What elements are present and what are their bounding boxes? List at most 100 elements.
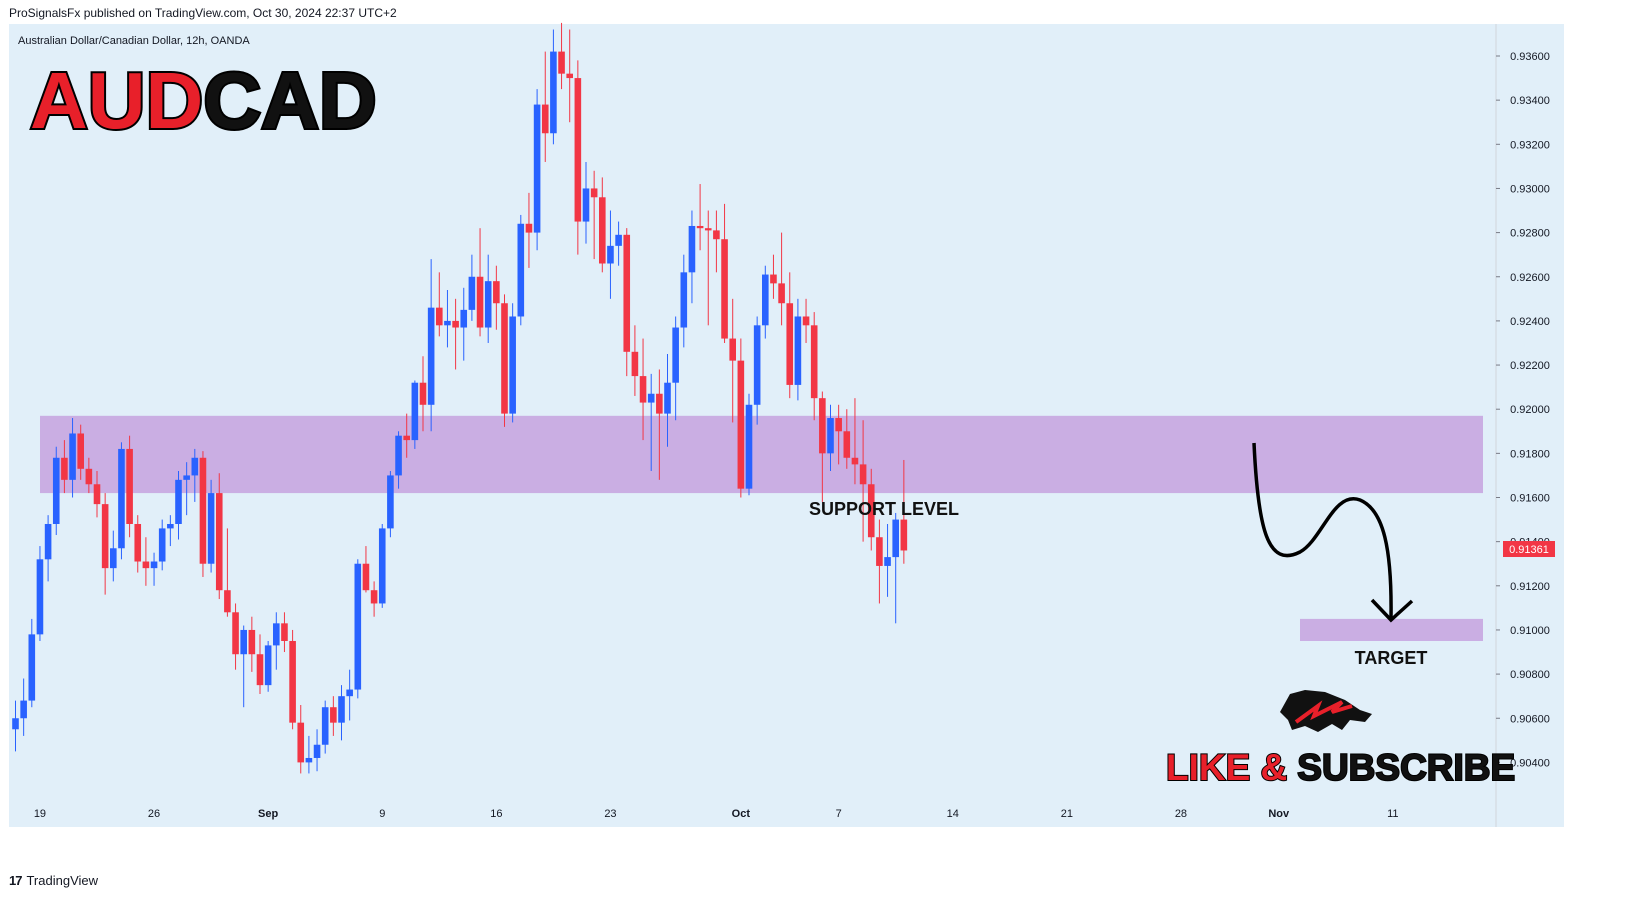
candle	[574, 60, 582, 255]
candle	[313, 729, 321, 772]
candle	[370, 581, 378, 617]
candle	[696, 184, 704, 251]
candle-body	[647, 393, 655, 403]
candle-body	[370, 590, 378, 604]
candle	[704, 210, 712, 326]
candle-body	[175, 479, 182, 524]
candle	[770, 254, 777, 299]
candle-body	[346, 689, 353, 697]
candle-body	[297, 722, 305, 763]
candle-body	[900, 519, 908, 551]
candle-body	[110, 548, 117, 569]
candle-body	[729, 338, 736, 361]
candle	[28, 618, 36, 708]
candle	[843, 409, 851, 469]
y-tick-label: 0.92200	[1510, 360, 1550, 372]
y-tick-label: 0.92000	[1510, 404, 1550, 416]
candle-body	[281, 623, 288, 641]
candle-body	[599, 197, 606, 264]
candle-body	[468, 276, 476, 310]
candle	[631, 325, 639, 396]
candle-body	[696, 225, 704, 229]
x-tick-label: 21	[1061, 808, 1073, 820]
candle	[297, 705, 305, 774]
candle	[550, 29, 557, 145]
candle-body	[28, 634, 36, 701]
candle-body	[819, 398, 826, 454]
candle-body	[721, 239, 728, 339]
candle-body	[672, 327, 679, 383]
candle	[713, 210, 720, 273]
candle	[183, 462, 190, 516]
candle	[639, 338, 647, 441]
candle-body	[134, 523, 142, 562]
candle	[835, 404, 842, 465]
candle-body	[419, 382, 427, 405]
candle-body	[656, 393, 663, 414]
candle-body	[680, 272, 688, 328]
candle-body	[77, 433, 84, 469]
candle	[753, 316, 761, 425]
candle-body	[240, 629, 247, 655]
candle	[656, 369, 663, 480]
candle-body	[199, 457, 207, 564]
candle	[501, 294, 508, 427]
candle	[688, 210, 696, 304]
candle-body	[517, 223, 525, 317]
candle	[427, 259, 435, 432]
candle-body	[509, 316, 516, 414]
candle	[20, 678, 27, 736]
candle-body	[753, 325, 761, 405]
candle-body	[52, 457, 60, 524]
candle-body	[713, 230, 720, 240]
candle	[256, 634, 264, 694]
candle	[419, 356, 427, 432]
candle	[778, 232, 785, 326]
candle	[794, 298, 802, 401]
candle-body	[452, 320, 459, 328]
y-axis-ticks: 0.93600 0.93400 0.93200 0.93000 0.92800 0.926…	[1496, 51, 1550, 769]
candle	[395, 431, 402, 489]
candle-body	[395, 435, 402, 476]
candle	[892, 512, 899, 624]
candle	[436, 272, 443, 337]
x-axis-ticks: 19 26 Sep 9 16 23 Oct 7 14 21 28 Nov 11	[34, 808, 1399, 820]
candle-body	[101, 504, 109, 569]
candle	[240, 625, 247, 708]
price-axis[interactable]	[1496, 24, 1564, 827]
candle-body	[191, 457, 199, 476]
candle	[12, 700, 19, 752]
candle-body	[273, 623, 280, 646]
candle	[175, 471, 182, 540]
candle-body	[69, 433, 76, 480]
candle	[509, 303, 516, 423]
candle-body	[460, 309, 468, 328]
candle	[517, 214, 525, 326]
y-tick-label: 0.93400	[1510, 95, 1550, 107]
candle	[484, 254, 492, 343]
candle	[44, 515, 52, 582]
y-tick-label: 0.93200	[1510, 139, 1550, 151]
title-text: AUDCAD	[30, 56, 377, 145]
candle	[762, 265, 769, 339]
tradingview-footer[interactable]: 17 TradingView	[9, 873, 98, 888]
candle-body	[207, 493, 215, 564]
candle	[647, 373, 655, 472]
candle-body	[493, 281, 500, 304]
candle-body	[558, 51, 565, 74]
y-tick-label: 0.90800	[1510, 669, 1550, 681]
candle-body	[501, 303, 508, 414]
candle-body	[387, 475, 394, 529]
candle	[321, 700, 329, 754]
candle	[802, 298, 810, 343]
candle-body	[631, 351, 639, 377]
candle	[541, 51, 549, 162]
candle	[142, 537, 150, 586]
x-tick-label: 16	[490, 808, 502, 820]
projection-path	[1252, 442, 1393, 619]
candle-body	[150, 561, 158, 569]
x-tick-label: 9	[379, 808, 385, 820]
candle	[61, 440, 68, 494]
like-text: LIKE &	[1166, 747, 1287, 788]
